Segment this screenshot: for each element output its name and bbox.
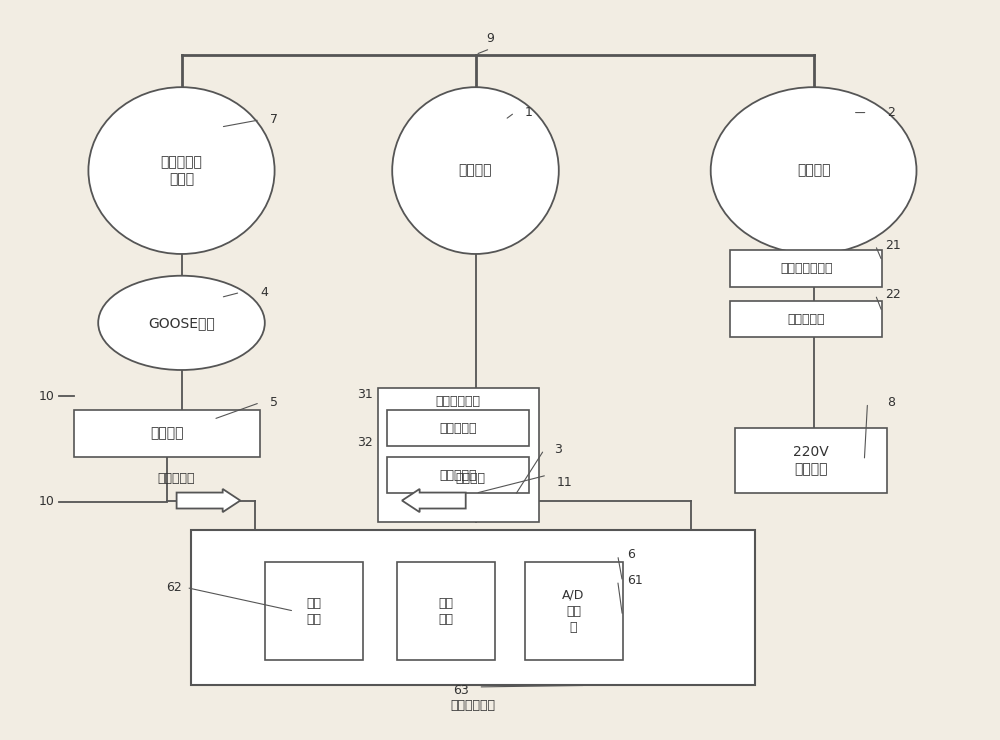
Text: 61: 61	[627, 574, 643, 587]
FancyBboxPatch shape	[397, 562, 495, 660]
Text: 22: 22	[885, 288, 901, 301]
Text: 精密电阻器: 精密电阻器	[440, 468, 477, 482]
Text: 误差测量装置: 误差测量装置	[451, 699, 496, 712]
Text: 10: 10	[38, 389, 54, 403]
FancyBboxPatch shape	[378, 388, 539, 522]
Text: 8: 8	[887, 396, 895, 409]
FancyBboxPatch shape	[730, 301, 882, 337]
Text: 31: 31	[357, 388, 373, 401]
Text: 试验电源: 试验电源	[797, 164, 830, 178]
Text: 21: 21	[885, 239, 901, 252]
FancyBboxPatch shape	[387, 410, 529, 446]
FancyArrow shape	[402, 489, 466, 512]
Text: 感应分压器: 感应分压器	[440, 422, 477, 434]
FancyBboxPatch shape	[74, 410, 260, 457]
Text: 2: 2	[887, 106, 895, 119]
FancyBboxPatch shape	[524, 562, 622, 660]
Text: 62: 62	[166, 581, 182, 594]
Text: 10: 10	[38, 496, 54, 508]
Ellipse shape	[88, 87, 275, 254]
FancyBboxPatch shape	[191, 530, 755, 685]
Text: GOOSE网络: GOOSE网络	[148, 316, 215, 330]
FancyBboxPatch shape	[265, 562, 363, 660]
Text: 11: 11	[557, 476, 573, 489]
Text: 高压谐振升压器: 高压谐振升压器	[780, 262, 832, 275]
Text: 7: 7	[270, 113, 278, 127]
Text: 信号转换装置: 信号转换装置	[436, 395, 481, 408]
Text: 220V
交流电源: 220V 交流电源	[793, 445, 829, 477]
FancyBboxPatch shape	[735, 428, 887, 494]
Text: 6: 6	[627, 548, 635, 562]
Ellipse shape	[98, 276, 265, 370]
Text: A/D
转换
器: A/D 转换 器	[562, 588, 585, 633]
Text: 基准信号: 基准信号	[455, 471, 485, 485]
Text: 以太
网卡: 以太 网卡	[306, 596, 321, 625]
Ellipse shape	[392, 87, 559, 254]
Text: 标准装置: 标准装置	[459, 164, 492, 178]
Text: 被测试信号: 被测试信号	[157, 471, 194, 485]
Text: 被测电子式
互感器: 被测电子式 互感器	[161, 155, 202, 186]
Text: 4: 4	[260, 286, 268, 299]
FancyBboxPatch shape	[387, 457, 529, 494]
Text: 63: 63	[453, 684, 469, 697]
Text: 32: 32	[357, 436, 373, 449]
FancyArrow shape	[177, 489, 240, 512]
Text: 合并单元: 合并单元	[150, 426, 184, 440]
Text: 5: 5	[270, 396, 278, 409]
Text: 升流变压器: 升流变压器	[788, 313, 825, 326]
Text: 微处
理器: 微处 理器	[439, 596, 454, 625]
Ellipse shape	[711, 87, 916, 254]
Text: 1: 1	[524, 106, 532, 119]
Text: 9: 9	[486, 32, 494, 45]
FancyBboxPatch shape	[730, 250, 882, 286]
Text: 3: 3	[554, 443, 562, 457]
